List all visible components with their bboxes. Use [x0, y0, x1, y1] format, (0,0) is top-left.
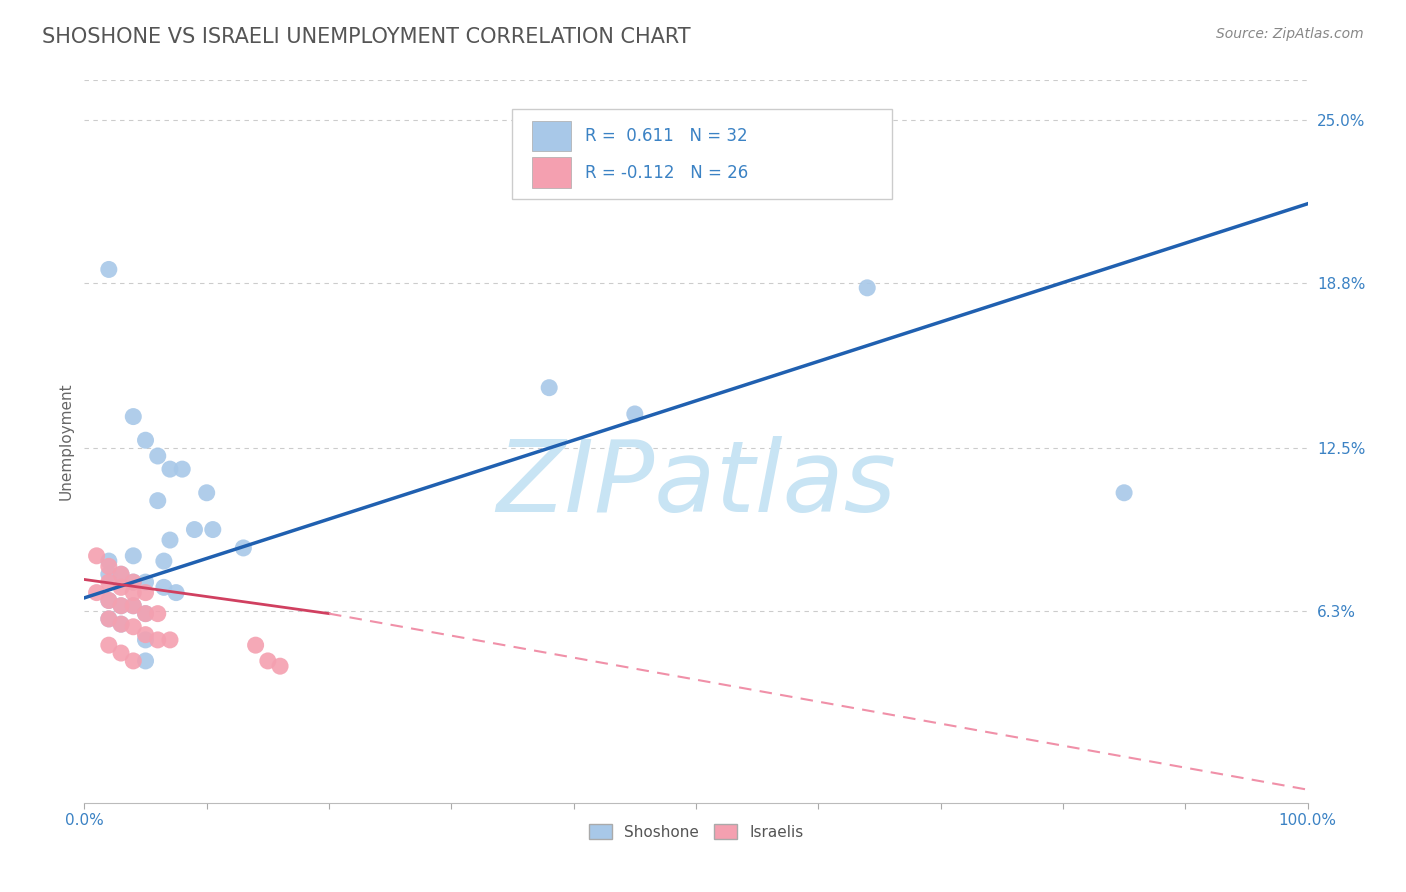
Point	[232, 541, 254, 555]
Point	[1114, 485, 1136, 500]
Point	[135, 632, 157, 647]
Point	[135, 607, 157, 621]
Point	[97, 612, 120, 626]
Point	[97, 593, 120, 607]
Text: Source: ZipAtlas.com: Source: ZipAtlas.com	[1216, 27, 1364, 41]
Point	[146, 493, 169, 508]
Point	[110, 599, 132, 613]
Point	[122, 549, 145, 563]
Point	[159, 533, 181, 547]
Point	[807, 170, 830, 185]
Point	[183, 523, 205, 537]
Point	[172, 462, 194, 476]
Point	[97, 575, 120, 590]
Point	[624, 407, 647, 421]
Point	[257, 654, 280, 668]
Point	[153, 554, 176, 568]
Point	[110, 646, 132, 660]
Point	[146, 449, 169, 463]
Point	[159, 462, 181, 476]
Point	[195, 485, 218, 500]
Point	[97, 567, 120, 582]
Point	[97, 554, 120, 568]
Legend: Shoshone, Israelis: Shoshone, Israelis	[582, 818, 810, 846]
Point	[159, 632, 181, 647]
Text: R = -0.112   N = 26: R = -0.112 N = 26	[585, 163, 748, 182]
Point	[135, 607, 157, 621]
Point	[97, 559, 120, 574]
Point	[86, 549, 108, 563]
Point	[110, 599, 132, 613]
Text: ZIPatlas: ZIPatlas	[496, 436, 896, 533]
Point	[122, 654, 145, 668]
Point	[97, 638, 120, 652]
Point	[122, 599, 145, 613]
FancyBboxPatch shape	[513, 109, 891, 200]
Point	[135, 575, 157, 590]
Point	[110, 617, 132, 632]
Point	[146, 607, 169, 621]
Point	[135, 434, 157, 448]
Point	[135, 585, 157, 599]
Point	[135, 627, 157, 641]
Point	[97, 262, 120, 277]
Point	[122, 575, 145, 590]
Point	[153, 580, 176, 594]
Point	[122, 575, 145, 590]
Text: R =  0.611   N = 32: R = 0.611 N = 32	[585, 127, 747, 145]
Point	[122, 585, 145, 599]
Point	[135, 654, 157, 668]
FancyBboxPatch shape	[531, 121, 571, 152]
Point	[110, 567, 132, 582]
Point	[122, 599, 145, 613]
Point	[245, 638, 267, 652]
Point	[97, 612, 120, 626]
Y-axis label: Unemployment: Unemployment	[58, 383, 73, 500]
Point	[110, 567, 132, 582]
Point	[110, 580, 132, 594]
Point	[97, 593, 120, 607]
Point	[201, 523, 224, 537]
Point	[856, 281, 879, 295]
Point	[146, 632, 169, 647]
Point	[86, 585, 108, 599]
Point	[538, 381, 561, 395]
Point	[110, 617, 132, 632]
Point	[165, 585, 187, 599]
Point	[122, 409, 145, 424]
FancyBboxPatch shape	[531, 158, 571, 188]
Point	[122, 620, 145, 634]
Point	[269, 659, 291, 673]
Text: SHOSHONE VS ISRAELI UNEMPLOYMENT CORRELATION CHART: SHOSHONE VS ISRAELI UNEMPLOYMENT CORRELA…	[42, 27, 690, 46]
